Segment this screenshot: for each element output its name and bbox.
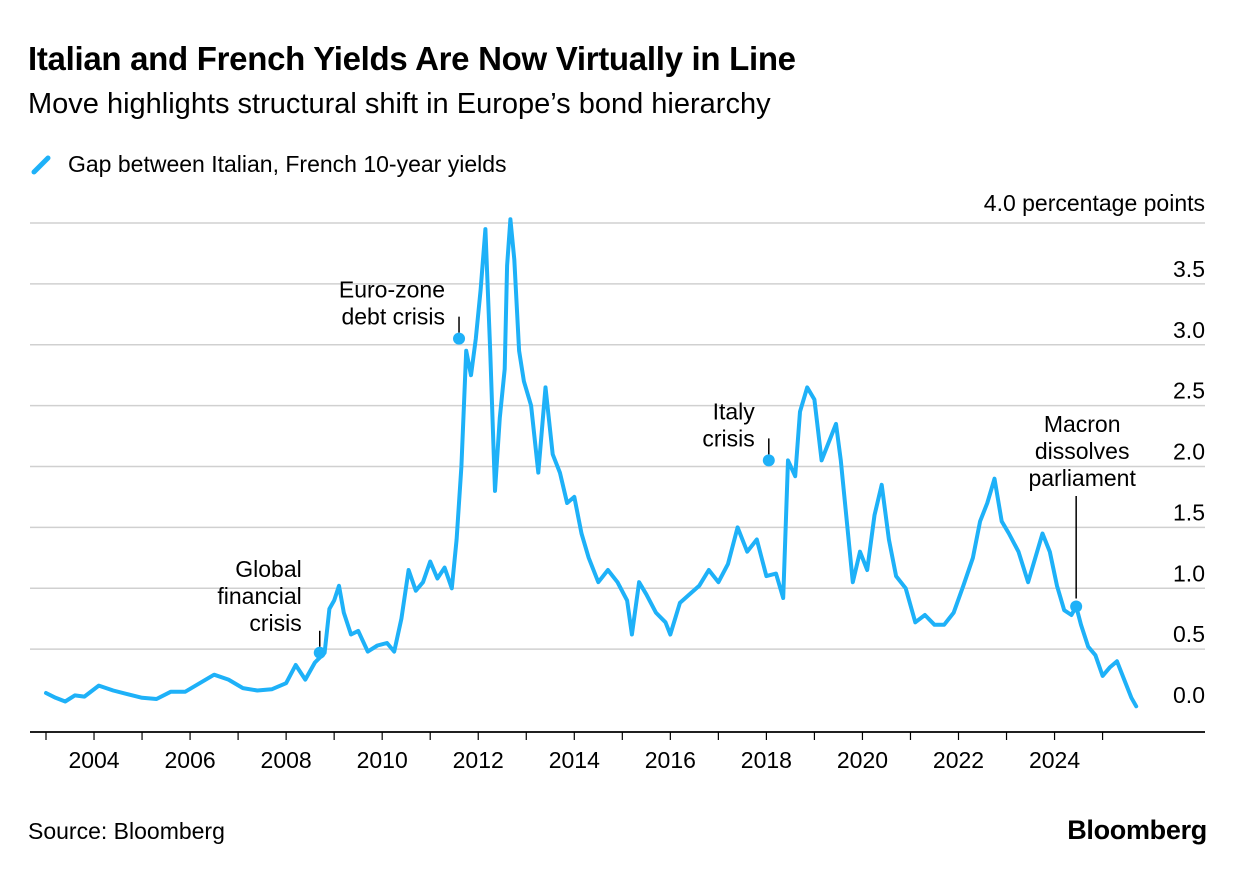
legend: Gap between Italian, French 10-year yiel… <box>30 148 507 180</box>
annotation-label: crisis <box>702 425 754 451</box>
y-tick-label: 3.0 <box>1173 317 1205 343</box>
y-tick-label: 1.0 <box>1173 560 1205 586</box>
annotation-label: Italy <box>713 398 756 424</box>
y-tick-label: 0.5 <box>1173 621 1205 647</box>
annotation-label: Global <box>235 556 301 582</box>
annotation-marker <box>1070 600 1083 613</box>
chart-plot: 0.0 0.5 1.0 1.5 2.0 2.5 3.0 3.5 4.0 percentage p… <box>30 190 1205 773</box>
y-tick-label: 1.5 <box>1173 499 1205 525</box>
y-tick-label: 3.5 <box>1173 256 1205 282</box>
y-tick-label: 2.5 <box>1173 378 1205 404</box>
y-tick-label: 0.0 <box>1173 682 1205 708</box>
annotation-label: dissolves <box>1035 438 1130 464</box>
x-tick-label: 2022 <box>933 747 984 773</box>
y-tick-label: 2.0 <box>1173 439 1205 465</box>
chart-subtitle: Move highlights structural shift in Euro… <box>28 88 771 120</box>
series-line <box>44 217 1139 709</box>
annotation-label: debt crisis <box>341 304 445 330</box>
annotation-marker <box>313 646 326 659</box>
legend-line-icon <box>31 155 51 175</box>
x-tick-label: 2024 <box>1029 747 1080 773</box>
brand-logo: Bloomberg <box>1067 815 1207 845</box>
x-tick-label: 2004 <box>68 747 119 773</box>
annotation-label: Macron <box>1044 411 1121 437</box>
x-tick-label: 2018 <box>741 747 792 773</box>
annotation-label: crisis <box>249 610 301 636</box>
x-tick-label: 2006 <box>164 747 215 773</box>
annotation-label: Euro-zone <box>339 277 445 303</box>
x-tick-label: 2012 <box>453 747 504 773</box>
annotation-label: financial <box>217 583 301 609</box>
x-tick-label: 2016 <box>645 747 696 773</box>
annotation-marker <box>762 454 775 467</box>
legend-label: Gap between Italian, French 10-year yiel… <box>68 150 507 177</box>
x-tick-label: 2014 <box>549 747 600 773</box>
x-tick-label: 2010 <box>357 747 408 773</box>
y-axis-unit-label: 4.0 percentage points <box>984 190 1205 216</box>
source-note: Source: Bloomberg <box>28 818 225 844</box>
annotation-marker <box>453 332 466 345</box>
chart-title: Italian and French Yields Are Now Virtua… <box>28 40 796 77</box>
annotation-label: parliament <box>1028 465 1136 491</box>
x-tick-label: 2020 <box>837 747 888 773</box>
x-tick-label: 2008 <box>261 747 312 773</box>
